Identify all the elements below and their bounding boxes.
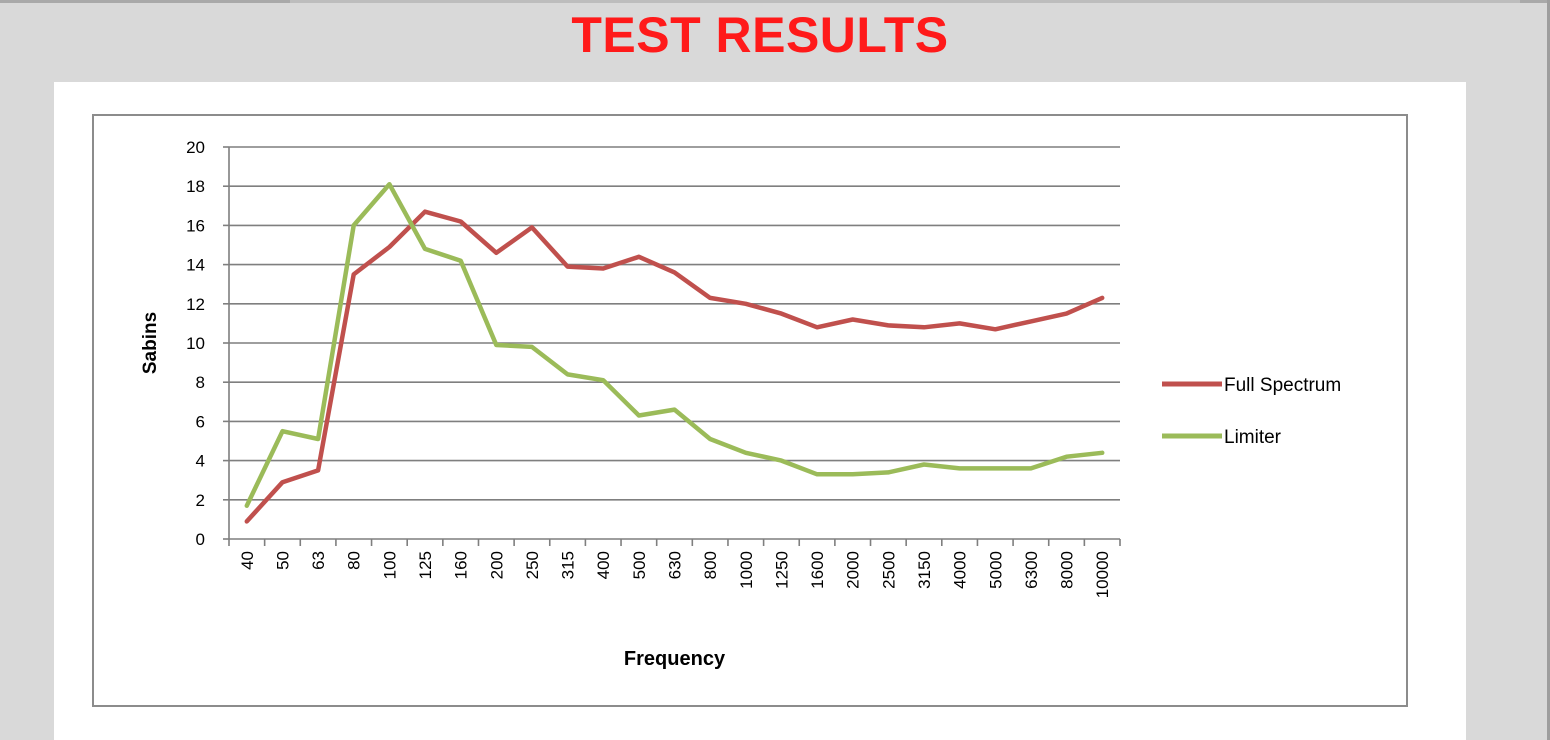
y-tick-label-16: 16: [186, 216, 205, 235]
y-tick-label-0: 0: [196, 530, 205, 549]
x-tick-label-315: 315: [559, 551, 578, 579]
y-axis-label: Sabins: [140, 312, 161, 374]
y-tick-label-6: 6: [196, 412, 205, 431]
legend: Full Spectrum Limiter: [1162, 375, 1341, 448]
x-tick-label-1600: 1600: [808, 551, 827, 589]
legend-label-full-spectrum: Full Spectrum: [1224, 375, 1341, 396]
chart-frame: 0 2 4 6 8 10 12 14 16 18 20 40 50 63 80 100 125 160 200 250…: [92, 114, 1408, 707]
x-axis-label: Frequency: [624, 648, 726, 670]
x-tick-label-10000: 10000: [1093, 551, 1112, 598]
y-tick-label-18: 18: [186, 177, 205, 196]
x-tick-label-63: 63: [309, 551, 328, 570]
x-tick-label-250: 250: [523, 551, 542, 579]
y-tick-label-2: 2: [196, 491, 205, 510]
y-tick-label-12: 12: [186, 295, 205, 314]
window-tab-right: [1520, 0, 1550, 3]
x-tick-label-2500: 2500: [879, 551, 898, 589]
y-tick-label-20: 20: [186, 138, 205, 157]
slide-title: TEST RESULTS: [571, 7, 949, 63]
x-tick-label-1250: 1250: [772, 551, 791, 589]
x-tick-label-800: 800: [701, 551, 720, 579]
x-tick-label-80: 80: [345, 551, 364, 570]
window-tab: [0, 0, 290, 3]
x-tick-label-630: 630: [666, 551, 685, 579]
y-tick-label-10: 10: [186, 334, 205, 353]
x-tick-label-160: 160: [452, 551, 471, 579]
line-chart: 0 2 4 6 8 10 12 14 16 18 20 40 50 63 80 100 125 160 200 250…: [140, 138, 1341, 670]
x-tick-label-50: 50: [273, 551, 292, 570]
x-tick-label-4000: 4000: [951, 551, 970, 589]
x-tick-label-3150: 3150: [915, 551, 934, 589]
x-tick-label-500: 500: [630, 551, 649, 579]
y-tick-label-14: 14: [186, 256, 205, 275]
x-tick-label-1000: 1000: [737, 551, 756, 589]
window-top-strip: [0, 0, 1550, 3]
x-tick-label-200: 200: [487, 551, 506, 579]
axes: 0 2 4 6 8 10 12 14 16 18 20 40 50 63 80 100 125 160 200 250…: [186, 138, 1121, 598]
y-tick-label-8: 8: [196, 373, 205, 392]
series-lines: [244, 181, 1105, 524]
legend-label-limiter: Limiter: [1224, 427, 1282, 448]
x-tick-label-100: 100: [380, 551, 399, 579]
series-line-full-spectrum: [244, 209, 1105, 524]
x-tick-label-8000: 8000: [1058, 551, 1077, 589]
series-line-limiter: [244, 181, 1105, 508]
y-tick-label-4: 4: [196, 452, 205, 471]
window-right-edge: [1547, 0, 1550, 740]
grid-lines: [229, 146, 1120, 501]
x-tick-label-2000: 2000: [844, 551, 863, 589]
x-tick-label-40: 40: [238, 551, 257, 570]
x-tick-label-6300: 6300: [1022, 551, 1041, 589]
x-tick-label-400: 400: [594, 551, 613, 579]
x-tick-label-5000: 5000: [986, 551, 1005, 589]
x-tick-label-125: 125: [416, 551, 435, 579]
